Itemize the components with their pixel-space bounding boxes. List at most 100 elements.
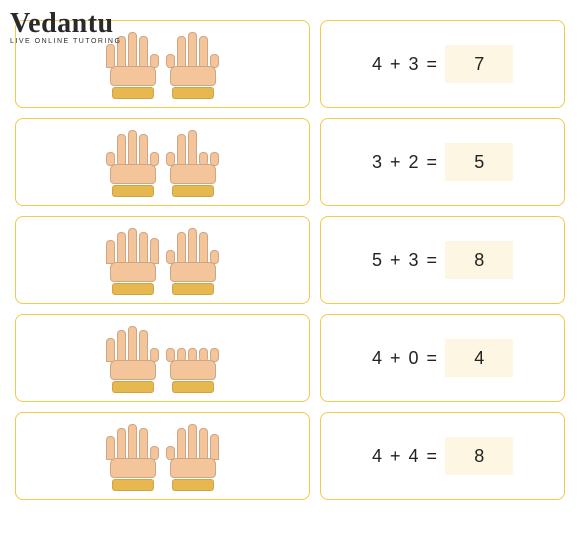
finger: [177, 36, 186, 68]
cuff: [112, 87, 154, 99]
operand-b: 3: [409, 250, 419, 271]
finger: [188, 32, 197, 68]
hands-card: [15, 216, 310, 304]
cuff: [112, 381, 154, 393]
answer-box[interactable]: 8: [445, 437, 513, 475]
logo-text: Vedantu: [10, 8, 121, 40]
finger: [188, 228, 197, 264]
equals-sign: =: [427, 348, 438, 369]
hand-icon: [107, 127, 159, 197]
palm: [170, 458, 216, 478]
finger: [177, 428, 186, 460]
finger: [139, 134, 148, 166]
finger: [150, 238, 159, 264]
finger: [199, 428, 208, 460]
logo-tagline: LIVE ONLINE TUTORING: [10, 38, 121, 45]
operand-b: 3: [409, 54, 419, 75]
finger: [128, 326, 137, 362]
finger: [128, 130, 137, 166]
operator: +: [390, 250, 401, 271]
hands-card: [15, 412, 310, 500]
cuff: [112, 185, 154, 197]
equation: 4 +0 = 4: [372, 339, 513, 377]
cuff: [172, 479, 214, 491]
hand-icon: [167, 225, 219, 295]
palm: [170, 360, 216, 380]
worksheet-row: 5+3=8: [15, 216, 571, 304]
worksheet-row: 3 +2 = 5: [15, 118, 571, 206]
finger: [199, 36, 208, 68]
palm: [110, 262, 156, 282]
finger: [177, 134, 186, 166]
finger: [117, 134, 126, 166]
worksheet-row: 4 +0 = 4: [15, 314, 571, 402]
finger: [106, 240, 115, 264]
palm: [110, 360, 156, 380]
operator: +: [390, 348, 401, 369]
hand-icon: [107, 225, 159, 295]
operand-a: 4: [372, 446, 382, 467]
finger: [139, 36, 148, 68]
operand-a: 5: [372, 250, 382, 271]
operand-a: 3: [372, 152, 382, 173]
cuff: [112, 479, 154, 491]
hand-icon: [167, 323, 219, 393]
equation-card: 4 +3 = 7: [320, 20, 565, 108]
finger: [128, 32, 137, 68]
palm: [170, 164, 216, 184]
finger: [117, 232, 126, 264]
operand-b: 0: [409, 348, 419, 369]
palm: [110, 458, 156, 478]
logo: Vedantu LIVE ONLINE TUTORING: [10, 8, 121, 45]
finger: [177, 232, 186, 264]
equals-sign: =: [427, 446, 438, 467]
operand-a: 4: [372, 348, 382, 369]
equation: 4+4=8: [372, 437, 513, 475]
operand-b: 2: [409, 152, 419, 173]
answer-box[interactable]: 5: [445, 143, 513, 181]
equation: 4 +3 = 7: [372, 45, 513, 83]
answer-box[interactable]: 4: [445, 339, 513, 377]
hand-icon: [167, 127, 219, 197]
cuff: [172, 185, 214, 197]
finger: [128, 424, 137, 460]
palm: [110, 66, 156, 86]
hands-card: [15, 118, 310, 206]
finger: [128, 228, 137, 264]
equals-sign: =: [427, 54, 438, 75]
hands-card: [15, 314, 310, 402]
equation: 3 +2 = 5: [372, 143, 513, 181]
palm: [170, 66, 216, 86]
cuff: [172, 87, 214, 99]
finger: [188, 424, 197, 460]
palm: [170, 262, 216, 282]
finger: [188, 130, 197, 166]
finger: [117, 428, 126, 460]
equation: 5+3=8: [372, 241, 513, 279]
worksheet-row: 4+4=8: [15, 412, 571, 500]
finger: [106, 338, 115, 362]
equals-sign: =: [427, 152, 438, 173]
equation-card: 4+4=8: [320, 412, 565, 500]
cuff: [172, 283, 214, 295]
operator: +: [390, 152, 401, 173]
equation-card: 5+3=8: [320, 216, 565, 304]
operator: +: [390, 446, 401, 467]
worksheet-rows: 4+3=73+2=55+3=84+0=44+4=8: [15, 20, 571, 500]
operand-a: 4: [372, 54, 382, 75]
hand-icon: [167, 29, 219, 99]
finger: [139, 428, 148, 460]
hand-icon: [107, 421, 159, 491]
equation-card: 4 +0 = 4: [320, 314, 565, 402]
answer-box[interactable]: 8: [445, 241, 513, 279]
cuff: [172, 381, 214, 393]
finger: [139, 330, 148, 362]
finger: [106, 44, 115, 68]
finger: [210, 434, 219, 460]
finger: [199, 232, 208, 264]
hand-icon: [167, 421, 219, 491]
finger: [106, 436, 115, 460]
operator: +: [390, 54, 401, 75]
answer-box[interactable]: 7: [445, 45, 513, 83]
hand-icon: [107, 323, 159, 393]
